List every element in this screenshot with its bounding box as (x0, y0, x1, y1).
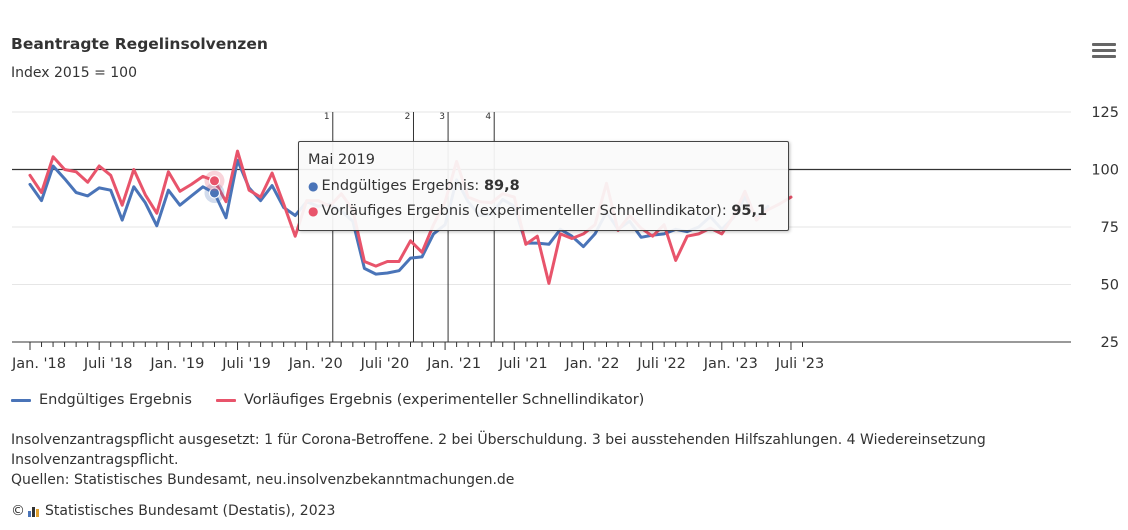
x-tick-label: Juli '20 (360, 356, 410, 372)
menu-bar (1092, 49, 1116, 52)
legend-label: Vorläufiges Ergebnis (experimenteller Sc… (244, 392, 645, 408)
logo-bar (28, 511, 31, 517)
legend-item-final[interactable]: Endgültiges Ergebnis (11, 392, 192, 408)
chart-title: Beantragte Regelinsolvenzen (11, 35, 268, 53)
series-line (28, 158, 770, 276)
y-tick-label: 25 (1101, 335, 1119, 351)
tooltip-row-final: ● Endgültiges Ergebnis: 89,8 (308, 178, 520, 194)
x-tick-label: Jan. '20 (288, 356, 343, 372)
hamburger-menu-icon[interactable] (1092, 43, 1116, 63)
copyright-symbol: © (11, 503, 25, 519)
tooltip-value: 89,8 (483, 178, 520, 194)
legend-swatch (11, 398, 31, 402)
x-tick-label: Juli '18 (83, 356, 133, 372)
y-tick-label: 125 (1091, 105, 1119, 121)
x-tick-label: Jan. '19 (149, 356, 204, 372)
annotation-label: 2 (405, 112, 411, 122)
chart-subtitle: Index 2015 = 100 (11, 65, 137, 81)
x-tick-label: Jan. '22 (564, 356, 619, 372)
y-tick-label: 50 (1101, 278, 1119, 294)
legend-swatch (216, 398, 236, 402)
chart-note: Insolvenzantragspflicht ausgesetzt: 1 fü… (11, 430, 1111, 490)
x-axis: Jan. '18 Juli '18 Jan. '19 Juli '19 Jan. '20… (11, 341, 1071, 372)
y-axis-labels: 25 50 75 100 125 (1091, 105, 1119, 351)
destatis-logo-icon (28, 505, 40, 517)
menu-bar (1092, 43, 1116, 46)
tooltip-dot: ● (308, 204, 319, 218)
tooltip-row-preliminary: ● Vorläufiges Ergebnis (experimenteller S… (308, 203, 767, 219)
note-text: Insolvenzantragspflicht ausgesetzt: 1 fü… (11, 432, 986, 468)
x-tick-label: Juli '22 (636, 356, 686, 372)
tooltip-label: Vorläufiges Ergebnis (experimenteller Sc… (321, 203, 732, 219)
x-tick-label: Jan. '18 (11, 356, 66, 372)
logo-bar (36, 509, 39, 517)
tooltip: Mai 2019 ● Endgültiges Ergebnis: 89,8 ● Vo… (298, 141, 789, 231)
annotation-label: 4 (485, 112, 491, 122)
tooltip-value: 95,1 (731, 203, 768, 219)
tooltip-label: Endgültiges Ergebnis: (321, 178, 484, 194)
tooltip-header: Mai 2019 (308, 152, 375, 168)
menu-bar (1092, 55, 1116, 58)
tooltip-dot: ● (308, 179, 319, 193)
hover-point (208, 187, 220, 199)
x-tick-label: Jan. '23 (703, 356, 758, 372)
y-tick-label: 75 (1101, 220, 1119, 236)
annotation-label: 3 (439, 112, 445, 122)
x-tick-label: Jan. '21 (426, 356, 481, 372)
y-tick-label: 100 (1091, 163, 1119, 179)
hover-markers (204, 170, 225, 203)
x-tick-label: Juli '21 (498, 356, 548, 372)
legend-label: Endgültiges Ergebnis (39, 392, 192, 408)
annotation-label: 1 (324, 112, 330, 122)
logo-bar (32, 507, 35, 517)
copyright-text: Statistisches Bundesamt (Destatis), 2023 (45, 503, 336, 519)
source-text: Quellen: Statistisches Bundesamt, neu.in… (11, 472, 515, 488)
x-tick-label: Juli '23 (775, 356, 825, 372)
hover-point (208, 175, 220, 187)
copyright: © Statistisches Bundesamt (Destatis), 20… (11, 503, 335, 519)
x-tick-label: Juli '19 (221, 356, 271, 372)
legend-item-preliminary[interactable]: Vorläufiges Ergebnis (experimenteller Sc… (216, 392, 644, 408)
